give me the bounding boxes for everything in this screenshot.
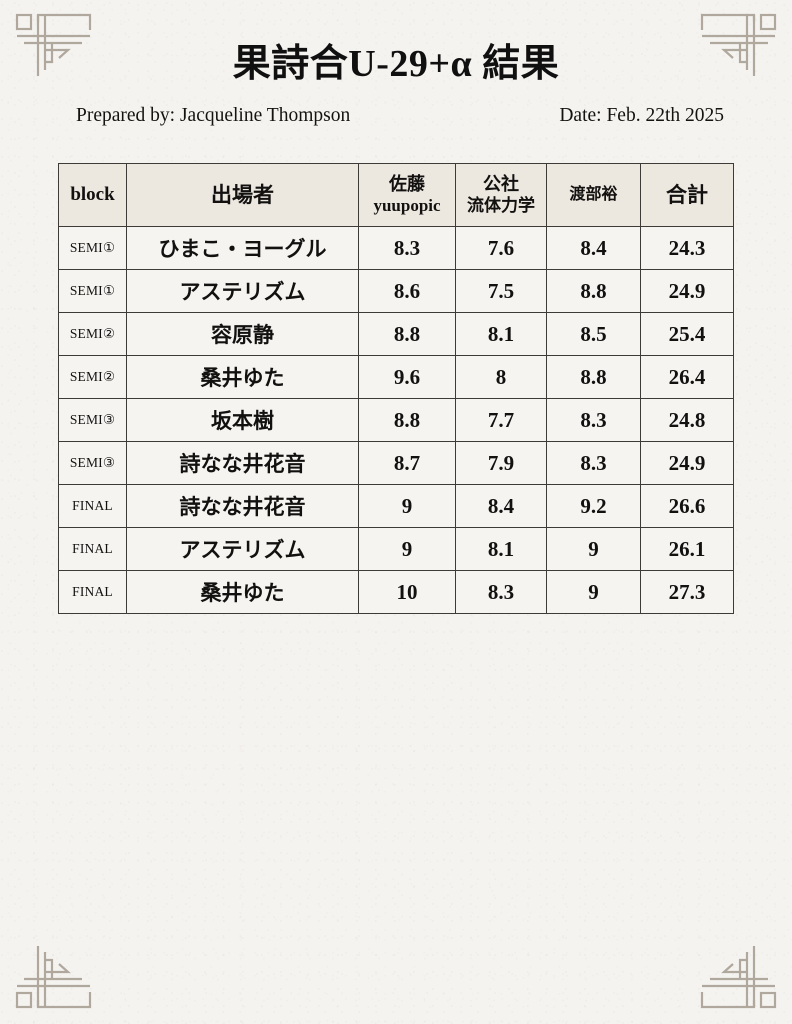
cell-contestant-name: 桑井ゆた xyxy=(126,570,359,614)
cell-score-judge1: 8.3 xyxy=(358,226,456,270)
cell-score-judge3: 8.8 xyxy=(546,355,641,399)
prepared-by-label: Prepared by: Jacqueline Thompson xyxy=(76,105,351,126)
cell-contestant-name: ひまこ・ヨーグル xyxy=(126,226,359,270)
cell-block: FINAL xyxy=(58,484,127,528)
cell-score-judge2: 7.5 xyxy=(455,269,547,313)
cell-total: 26.1 xyxy=(640,527,734,571)
cell-score-judge1: 10 xyxy=(358,570,456,614)
cell-score-judge1: 8.8 xyxy=(358,312,456,356)
column-header-judge-kousha: 公社 流体力学 xyxy=(455,163,547,227)
cell-score-judge1: 8.6 xyxy=(358,269,456,313)
cell-total: 26.6 xyxy=(640,484,734,528)
column-header-judge-watanabe: 渡部裕 xyxy=(546,163,641,227)
cell-block: SEMI③ xyxy=(58,398,127,442)
cell-block: SEMI② xyxy=(58,355,127,399)
cell-score-judge3: 9 xyxy=(546,527,641,571)
cell-score-judge1: 9 xyxy=(358,484,456,528)
corner-ornament-bottom-left xyxy=(12,940,98,1012)
cell-contestant-name: 詩なな井花音 xyxy=(126,441,359,485)
cell-contestant-name: 桑井ゆた xyxy=(126,355,359,399)
table-body: SEMI① ひまこ・ヨーグル 8.3 7.6 8.4 24.3 SEMI① アステリズム 8.6… xyxy=(58,226,734,614)
table-row: SEMI③ 詩なな井花音 8.7 7.9 8.3 24.9 xyxy=(58,441,734,485)
table-row: FINAL 桑井ゆた 10 8.3 9 27.3 xyxy=(58,570,734,614)
results-table: block 出場者 佐藤 yuupopic 公社 流体力学 渡部裕 合計 SEM… xyxy=(58,163,734,614)
cell-block: FINAL xyxy=(58,527,127,571)
cell-score-judge1: 9 xyxy=(358,527,456,571)
table-header: block 出場者 佐藤 yuupopic 公社 流体力学 渡部裕 合計 xyxy=(58,163,734,227)
cell-total: 24.9 xyxy=(640,441,734,485)
cell-total: 27.3 xyxy=(640,570,734,614)
date-label: Date: Feb. 22th 2025 xyxy=(559,105,724,126)
cell-total: 25.4 xyxy=(640,312,734,356)
corner-ornament-top-right xyxy=(694,10,780,82)
table-row: FINAL アステリズム 9 8.1 9 26.1 xyxy=(58,527,734,571)
cell-total: 26.4 xyxy=(640,355,734,399)
column-header-total: 合計 xyxy=(640,163,734,227)
cell-score-judge3: 9 xyxy=(546,570,641,614)
cell-score-judge2: 8.3 xyxy=(455,570,547,614)
cell-score-judge2: 7.7 xyxy=(455,398,547,442)
judge2-name-line2: 流体力学 xyxy=(467,195,535,215)
column-header-block: block xyxy=(58,163,127,227)
judge1-name: 佐藤 xyxy=(389,174,425,195)
cell-contestant-name: アステリズム xyxy=(126,527,359,571)
cell-score-judge3: 8.8 xyxy=(546,269,641,313)
cell-score-judge1: 8.8 xyxy=(358,398,456,442)
table-row: SEMI① アステリズム 8.6 7.5 8.8 24.9 xyxy=(58,269,734,313)
cell-score-judge1: 8.7 xyxy=(358,441,456,485)
cell-block: SEMI② xyxy=(58,312,127,356)
table-row: SEMI② 容原静 8.8 8.1 8.5 25.4 xyxy=(58,312,734,356)
table-header-row: block 出場者 佐藤 yuupopic 公社 流体力学 渡部裕 合計 xyxy=(58,163,734,227)
cell-total: 24.8 xyxy=(640,398,734,442)
judge2-name-line1: 公社 xyxy=(483,174,519,195)
cell-total: 24.9 xyxy=(640,269,734,313)
table-row: SEMI③ 坂本樹 8.8 7.7 8.3 24.8 xyxy=(58,398,734,442)
cell-block: SEMI③ xyxy=(58,441,127,485)
cell-score-judge3: 9.2 xyxy=(546,484,641,528)
cell-total: 24.3 xyxy=(640,226,734,270)
cell-score-judge2: 7.9 xyxy=(455,441,547,485)
cell-score-judge2: 8 xyxy=(455,355,547,399)
column-header-judge-sato: 佐藤 yuupopic xyxy=(358,163,456,227)
cell-score-judge3: 8.3 xyxy=(546,398,641,442)
cell-block: SEMI① xyxy=(58,226,127,270)
table-row: FINAL 詩なな井花音 9 8.4 9.2 26.6 xyxy=(58,484,734,528)
table-row: SEMI① ひまこ・ヨーグル 8.3 7.6 8.4 24.3 xyxy=(58,226,734,270)
cell-score-judge3: 8.3 xyxy=(546,441,641,485)
cell-score-judge1: 9.6 xyxy=(358,355,456,399)
cell-score-judge3: 8.5 xyxy=(546,312,641,356)
cell-score-judge2: 7.6 xyxy=(455,226,547,270)
page-title: 果詩合U-29+α 結果 xyxy=(232,43,560,85)
cell-block: SEMI① xyxy=(58,269,127,313)
corner-ornament-bottom-right xyxy=(694,940,780,1012)
cell-contestant-name: 坂本樹 xyxy=(126,398,359,442)
column-header-name: 出場者 xyxy=(126,163,359,227)
document-meta: Prepared by: Jacqueline Thompson Date: F… xyxy=(76,103,724,129)
cell-block: FINAL xyxy=(58,570,127,614)
cell-score-judge2: 8.1 xyxy=(455,312,547,356)
cell-contestant-name: 容原静 xyxy=(126,312,359,356)
cell-score-judge3: 8.4 xyxy=(546,226,641,270)
cell-contestant-name: 詩なな井花音 xyxy=(126,484,359,528)
cell-score-judge2: 8.4 xyxy=(455,484,547,528)
cell-contestant-name: アステリズム xyxy=(126,269,359,313)
corner-ornament-top-left xyxy=(12,10,98,82)
table-row: SEMI② 桑井ゆた 9.6 8 8.8 26.4 xyxy=(58,355,734,399)
cell-score-judge2: 8.1 xyxy=(455,527,547,571)
judge1-handle: yuupopic xyxy=(373,195,441,215)
